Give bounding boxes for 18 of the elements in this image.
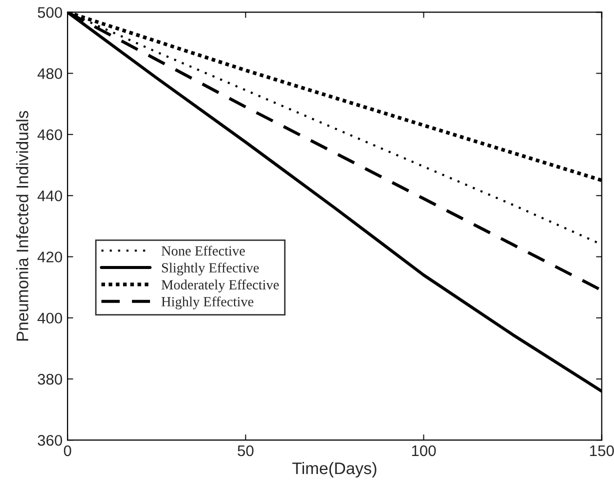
x-tick-label: 150 [590,445,614,456]
y-tick-label: 460 [38,129,62,140]
x-axis-title: Time(Days) [292,462,376,478]
legend-label: Moderately Effective [162,280,279,292]
y-tick-label: 480 [38,68,62,80]
x-tick-label: 100 [412,445,436,456]
y-tick-label: 360 [38,434,62,446]
y-tick-label: 500 [38,7,62,18]
legend-label: Highly Effective [162,296,254,310]
y-tick-label: 380 [38,374,62,385]
x-tick-label: 50 [238,445,254,456]
y-tick-label: 400 [38,312,62,324]
y-axis-title: Pneumonia Infected Individuals [16,110,28,341]
y-tick-label: 440 [38,190,62,202]
y-tick-label: 420 [38,252,62,262]
legend-label: Slightly Effective [162,262,259,276]
legend-label: None Effective [162,246,245,256]
x-tick-label: 0 [64,445,72,456]
